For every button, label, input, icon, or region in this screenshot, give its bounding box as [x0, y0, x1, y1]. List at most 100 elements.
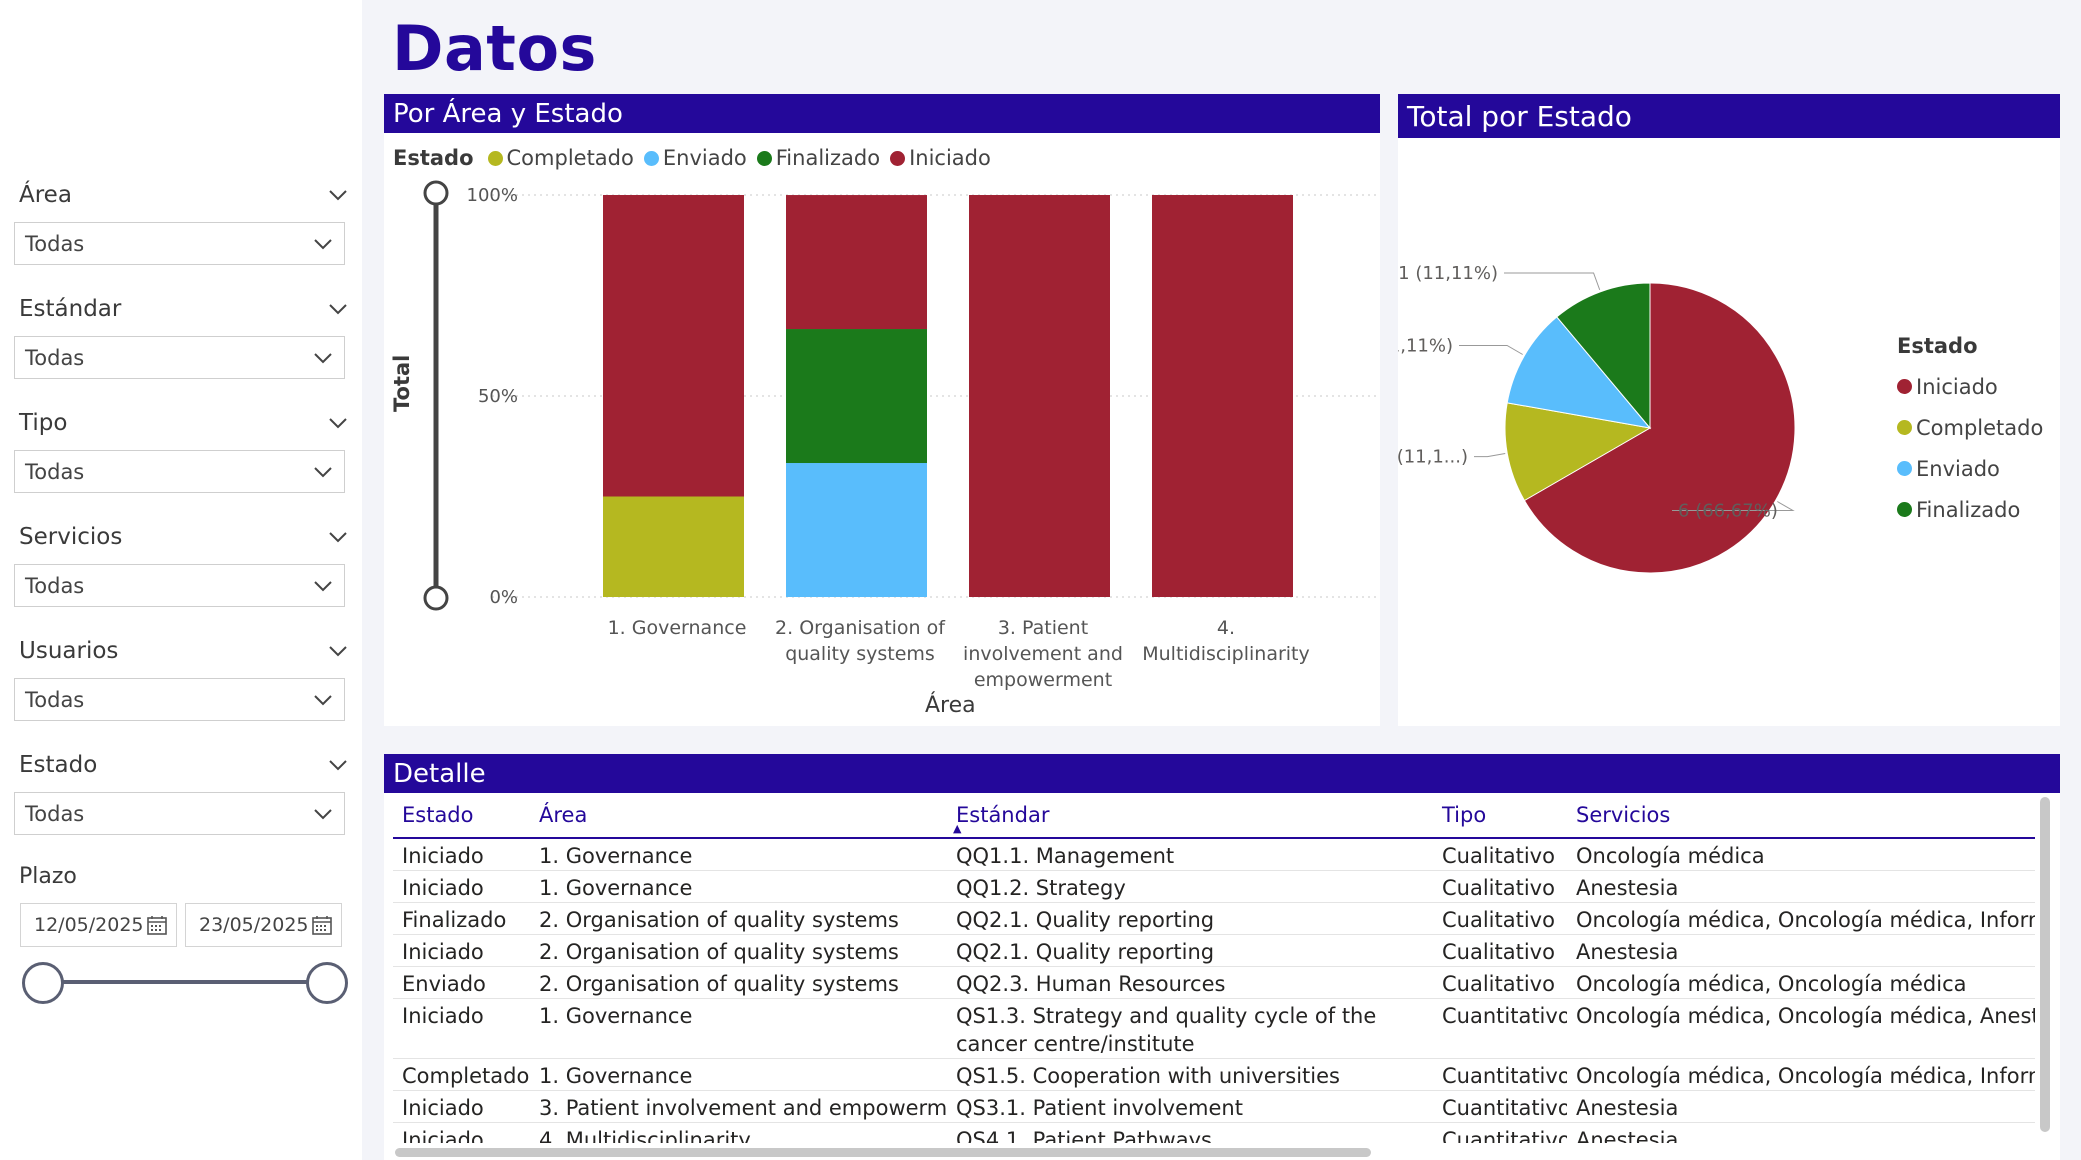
- pie-leader-line: [1504, 272, 1601, 291]
- pie-chart: 6 (66,67%) 1 (11,1...) 1 (11,11%) 1 (11,11%…: [1398, 263, 1796, 574]
- chevron-down-icon[interactable]: [327, 184, 349, 206]
- chevron-down-icon[interactable]: [327, 526, 349, 548]
- table-cell: QQ1.2. Strategy: [947, 870, 1433, 903]
- chevron-down-icon[interactable]: [327, 412, 349, 434]
- dropdown-value: Todas: [25, 345, 85, 370]
- filter-title: Usuarios: [19, 638, 119, 664]
- legend-label: Finalizado: [1916, 497, 2021, 522]
- date-range-slider-track[interactable]: [40, 980, 328, 984]
- pie-legend-item-iniciado[interactable]: Iniciado: [1897, 366, 2043, 407]
- bar-segment-iniciado[interactable]: [969, 195, 1110, 597]
- table-cell: Oncología médica, Oncología médica, Info…: [1567, 902, 2035, 935]
- end-date-input[interactable]: 23/05/2025: [185, 903, 342, 947]
- legend-title: Estado: [393, 146, 474, 170]
- pie-slice-iniciado[interactable]: [1523, 282, 1796, 574]
- filter-dropdown[interactable]: Todas: [14, 222, 345, 265]
- chevron-down-icon[interactable]: [327, 754, 349, 776]
- filter-title: Servicios: [19, 524, 123, 550]
- filter-dropdown[interactable]: Todas: [14, 678, 345, 721]
- table-cell: Cuantitativo: [1433, 1122, 1567, 1143]
- table-row[interactable]: Iniciado 3. Patient involvement and empow…: [393, 1090, 2035, 1123]
- table-cell: Oncología médica: [1567, 838, 2035, 871]
- filter-header[interactable]: Usuarios: [19, 636, 349, 666]
- bar-segment-completado[interactable]: [603, 496, 744, 598]
- filter-dropdown[interactable]: Todas: [14, 450, 345, 493]
- legend-item-iniciado[interactable]: Iniciado: [890, 146, 991, 170]
- bar-segment-finalizado[interactable]: [786, 329, 927, 464]
- sort-ascending-icon[interactable]: ▲: [953, 822, 962, 835]
- table-row[interactable]: Iniciado 1. Governance QQ1.2. Strategy Cual…: [393, 870, 2035, 903]
- filter-header[interactable]: Área: [19, 180, 349, 210]
- column-header[interactable]: Área: [530, 793, 947, 839]
- detail-table-viewport[interactable]: Estado Área Estándar ▲ Tipo Servicios Iniciad…: [385, 793, 2035, 1143]
- table-cell: 1. Governance: [530, 1058, 947, 1091]
- calendar-icon[interactable]: [146, 914, 168, 936]
- horizontal-scrollbar[interactable]: [395, 1148, 1371, 1157]
- table-cell: 1. Governance: [530, 870, 947, 903]
- calendar-icon[interactable]: [311, 914, 333, 936]
- vertical-scrollbar[interactable]: [2040, 797, 2050, 1132]
- table-row[interactable]: Finalizado 2. Organisation of quality sys…: [393, 902, 2035, 935]
- pie-leader-line: [1672, 501, 1795, 511]
- legend-item-finalizado[interactable]: Finalizado: [756, 146, 881, 170]
- legend-label: Iniciado: [1916, 374, 1998, 399]
- filter-title: Estado: [19, 752, 98, 778]
- table-cell: 2. Organisation of quality systems: [530, 934, 947, 967]
- column-header[interactable]: Estándar ▲: [947, 793, 1433, 839]
- table-row[interactable]: Iniciado 1. Governance QQ1.1. Management Cu…: [393, 838, 2035, 871]
- legend-item-enviado[interactable]: Enviado: [643, 146, 747, 170]
- pie-slice-completado[interactable]: [1504, 402, 1652, 502]
- pie-data-label: 1 (11,1...): [1398, 447, 1468, 468]
- chevron-down-icon[interactable]: [327, 298, 349, 320]
- table-cell: Oncología médica, Oncología médica, Info…: [1567, 1058, 2035, 1091]
- filter-header[interactable]: Tipo: [19, 408, 349, 438]
- column-header[interactable]: Estado: [393, 793, 530, 839]
- pie-legend-item-completado[interactable]: Completado: [1897, 407, 2043, 448]
- y-zoom-top-handle[interactable]: [423, 180, 449, 206]
- legend-label: Finalizado: [775, 146, 881, 170]
- y-axis-title: Total: [390, 354, 414, 412]
- table-cell: 3. Patient involvement and empowerment: [530, 1090, 947, 1123]
- pie-legend-item-finalizado[interactable]: Finalizado: [1897, 489, 2043, 530]
- filter-header[interactable]: Estado: [19, 750, 349, 780]
- legend-dot: [1897, 420, 1912, 435]
- bar-segment-iniciado[interactable]: [1152, 195, 1293, 597]
- bar-segment-enviado[interactable]: [786, 463, 927, 597]
- y-tick-label: 100%: [467, 185, 518, 206]
- legend-dot: [890, 150, 906, 166]
- table-row[interactable]: Iniciado 1. Governance QS1.3. Strategy and…: [393, 998, 2035, 1059]
- pie-slice-enviado[interactable]: [1506, 316, 1652, 429]
- filter-dropdown[interactable]: Todas: [14, 336, 345, 379]
- table-row[interactable]: Completado 1. Governance QS1.5. Cooperatio…: [393, 1058, 2035, 1091]
- legend-item-completado[interactable]: Completado: [487, 146, 634, 170]
- y-tick-label: 0%: [489, 587, 518, 608]
- pie-slice-finalizado[interactable]: [1556, 282, 1651, 430]
- bar-chart-legend: Estado Completado Enviado Finalizado Ini…: [393, 146, 1001, 170]
- bar-chart-title: Por Área y Estado: [384, 94, 1380, 133]
- table-cell: QS1.3. Strategy and quality cycle of the…: [947, 998, 1433, 1059]
- date-range-start-handle[interactable]: [22, 962, 64, 1004]
- chevron-down-icon[interactable]: [327, 640, 349, 662]
- legend-dot: [756, 150, 772, 166]
- table-row[interactable]: Enviado 2. Organisation of quality system…: [393, 966, 2035, 999]
- legend-dot: [1897, 379, 1912, 394]
- filter-header[interactable]: Servicios: [19, 522, 349, 552]
- bar-segment-iniciado[interactable]: [786, 195, 927, 330]
- start-date-input[interactable]: 12/05/2025: [20, 903, 177, 947]
- table-row[interactable]: Iniciado 4. Multidisciplinarity QS4.1. Pat…: [393, 1122, 2035, 1143]
- filter-dropdown[interactable]: Todas: [14, 792, 345, 835]
- y-zoom-bottom-handle[interactable]: [423, 585, 449, 611]
- filter-header[interactable]: Estándar: [19, 294, 349, 324]
- x-tick-label: 4. Multidisciplinarity: [1142, 617, 1310, 665]
- table-row[interactable]: Iniciado 2. Organisation of quality syste…: [393, 934, 2035, 967]
- filter-dropdown[interactable]: Todas: [14, 564, 345, 607]
- date-range-end-handle[interactable]: [306, 962, 348, 1004]
- column-header[interactable]: Servicios: [1567, 793, 2035, 839]
- dropdown-value: Todas: [25, 801, 85, 826]
- column-header[interactable]: Tipo: [1433, 793, 1567, 839]
- start-date-value: 12/05/2025: [34, 914, 144, 936]
- pie-legend-item-enviado[interactable]: Enviado: [1897, 448, 2043, 489]
- bar-segment-iniciado[interactable]: [603, 195, 744, 497]
- table-cell: Iniciado: [393, 838, 530, 871]
- dropdown-value: Todas: [25, 573, 85, 598]
